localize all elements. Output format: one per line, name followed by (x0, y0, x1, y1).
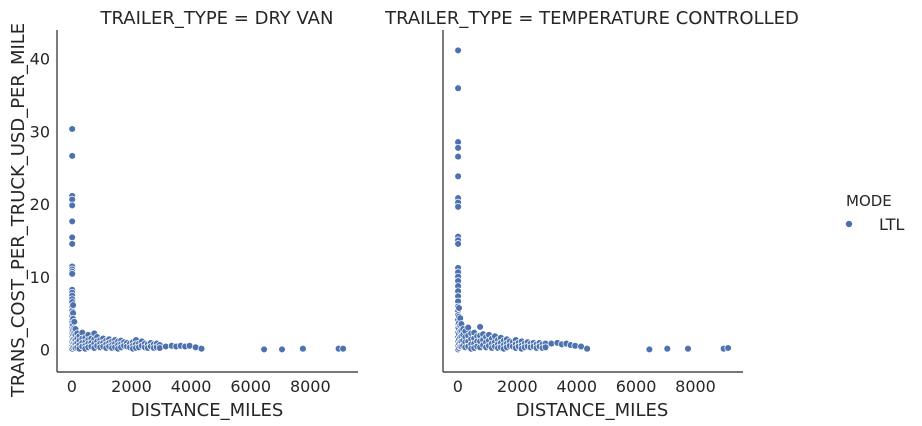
data-point (541, 343, 550, 352)
data-point (299, 344, 307, 353)
data-point (454, 240, 462, 248)
x-tick-label: 0 (67, 377, 77, 396)
legend-marker-ltl (845, 220, 853, 228)
data-point (68, 233, 76, 242)
data-point (68, 217, 76, 226)
legend-label-ltl: LTL (879, 215, 904, 234)
x-axis-label: DISTANCE_MILES (516, 400, 669, 421)
panel-dry-van: TRAILER_TYPE = DRY VAN 0 2000 4000 6000 8000… (30, 8, 358, 421)
legend-title: MODE (846, 192, 892, 210)
data-point (197, 344, 206, 353)
y-tick-label: 40 (30, 50, 50, 69)
data-point (454, 172, 462, 181)
x-tick-label: 4000 (171, 377, 212, 396)
y-tick-label: 30 (30, 122, 50, 141)
data-point (454, 84, 462, 92)
y-tick-label: 20 (30, 195, 50, 214)
data-point (69, 301, 77, 309)
point-group (454, 46, 732, 354)
x-tick-label: 4000 (556, 377, 597, 396)
x-tick-label: 6000 (616, 377, 657, 396)
data-point (278, 345, 286, 354)
data-point (663, 344, 672, 353)
data-point (339, 344, 347, 353)
data-point (68, 201, 76, 210)
data-point (70, 318, 79, 326)
data-point (454, 203, 462, 211)
x-tick-label: 2000 (111, 377, 152, 396)
data-point (645, 345, 654, 354)
x-tick-label: 8000 (675, 377, 716, 396)
panel-title: TRAILER_TYPE = TEMPERATURE CONTROLLED (384, 8, 799, 29)
data-point (454, 144, 462, 152)
panel-title: TRAILER_TYPE = DRY VAN (100, 8, 334, 29)
legend: MODE LTL (845, 192, 904, 234)
data-point (454, 46, 462, 55)
x-axis-label: DISTANCE_MILES (131, 400, 284, 421)
y-axis-label: TRANS_COST_PER_TRUCK_USD_PER_MILE (8, 23, 29, 398)
x-tick-label: 0 (453, 377, 463, 396)
panel-temperature-controlled: TRAILER_TYPE = TEMPERATURE CONTROLLED 0 2… (384, 8, 799, 421)
data-point (68, 240, 76, 248)
data-point (684, 344, 692, 353)
data-point (68, 270, 76, 278)
data-point (464, 323, 472, 332)
y-tick-label: 0 (40, 341, 50, 360)
axes: 0 2000 4000 6000 8000 0 10 20 30 40 (30, 30, 358, 396)
x-tick-label: 2000 (497, 377, 538, 396)
data-point (455, 304, 463, 312)
data-point (260, 345, 268, 354)
axes: 0 2000 4000 6000 8000 (442, 30, 743, 396)
data-point (68, 152, 76, 160)
x-tick-label: 6000 (230, 377, 271, 396)
x-tick-label: 8000 (290, 377, 331, 396)
data-point (583, 344, 591, 353)
y-tick-label: 10 (30, 268, 50, 287)
data-point (68, 125, 76, 133)
point-group (68, 125, 347, 354)
data-point (454, 152, 462, 161)
data-point (476, 323, 484, 331)
data-point (724, 344, 732, 352)
